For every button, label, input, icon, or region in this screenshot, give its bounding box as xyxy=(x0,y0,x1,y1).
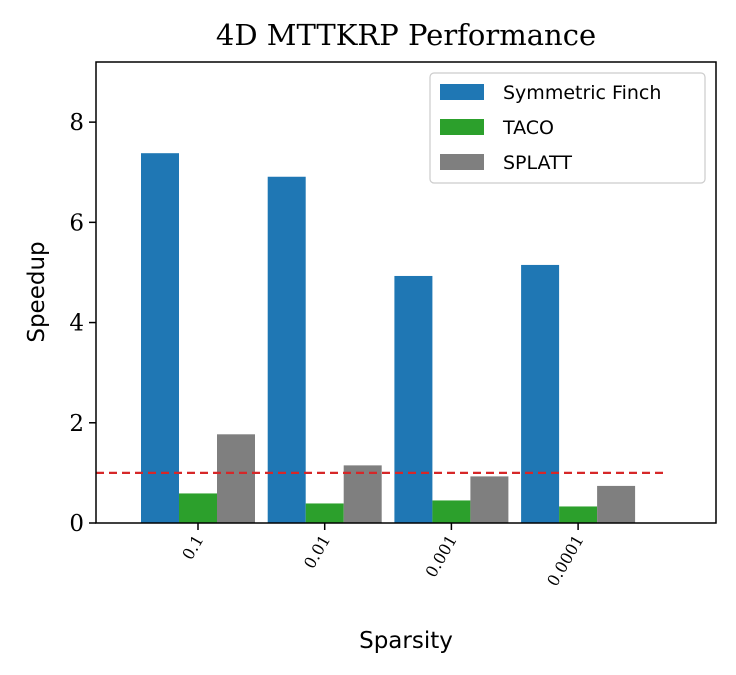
y-tick-label: 8 xyxy=(69,110,84,136)
x-tick-label: 0.01 xyxy=(300,532,334,572)
bar-splatt-0.001 xyxy=(470,476,509,523)
y-axis-label: Speedup xyxy=(24,241,50,342)
bar-splatt-0.0001 xyxy=(597,485,636,523)
plot-frame xyxy=(95,61,717,524)
y-tick-label: 4 xyxy=(69,311,84,337)
x-tick-label: 0.1 xyxy=(178,532,207,564)
legend-swatch xyxy=(440,119,484,135)
x-tick-label: 0.0001 xyxy=(543,532,587,590)
bar-symmetric-finch-0.01 xyxy=(267,176,306,524)
bar-taco-0.1 xyxy=(179,493,217,523)
chart-title: 4D MTTKRP Performance xyxy=(216,18,596,52)
x-tick-label: 0.001 xyxy=(422,532,461,581)
x-axis: 0.1 0.01 0.001 0.0001 xyxy=(178,523,588,590)
legend-label: TACO xyxy=(502,117,554,139)
bar-symmetric-finch-0.001 xyxy=(394,275,433,523)
bar-splatt-0.01 xyxy=(343,465,382,523)
legend-label: SPLATT xyxy=(503,152,572,174)
bar-symmetric-finch-0.0001 xyxy=(521,264,560,523)
legend-swatch xyxy=(440,84,484,100)
legend: Symmetric Finch TACO SPLATT xyxy=(429,72,706,184)
y-axis: 0 2 4 6 8 xyxy=(69,110,96,537)
legend-box xyxy=(429,72,706,184)
bar-taco-0.001 xyxy=(432,500,471,523)
bar-splatt-0.1 xyxy=(217,434,255,523)
plot-area xyxy=(96,153,667,524)
bar-taco-0.0001 xyxy=(559,506,598,523)
bar-symmetric-finch-0.1 xyxy=(141,153,179,524)
bar-taco-0.01 xyxy=(305,503,344,523)
legend-label: Symmetric Finch xyxy=(503,82,661,104)
x-axis-label: Sparsity xyxy=(359,628,453,654)
y-tick-label: 6 xyxy=(69,210,84,236)
legend-swatch xyxy=(440,154,484,170)
y-tick-label: 2 xyxy=(69,411,84,437)
y-tick-label: 0 xyxy=(69,511,84,537)
